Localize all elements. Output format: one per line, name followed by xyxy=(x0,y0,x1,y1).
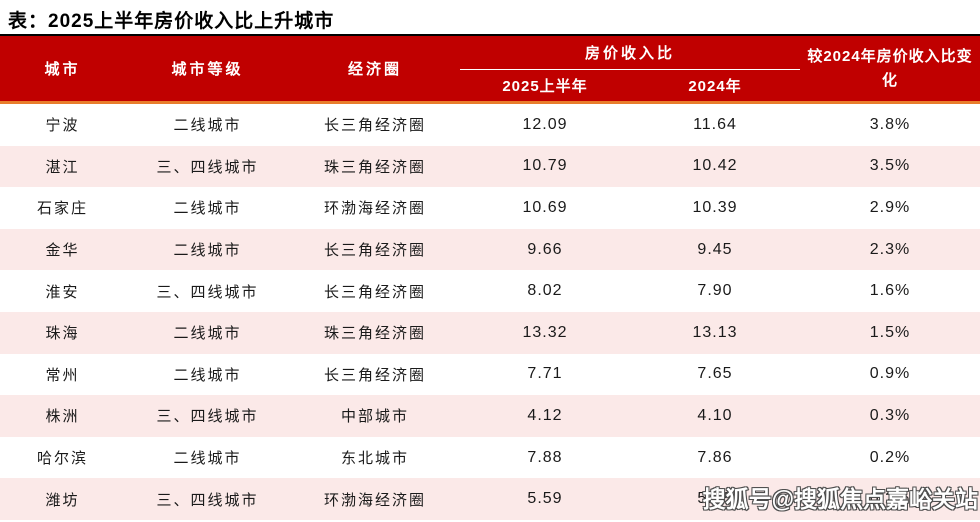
cell-ratio-2025: 10.79 xyxy=(522,157,568,175)
column-group-ratio: 房价收入比 2025上半年 2024年 xyxy=(460,36,800,101)
column-header-ratio-group: 房价收入比 xyxy=(460,36,800,70)
cell-circle: 珠三角经济圈 xyxy=(323,158,426,176)
cell-ratio-2024: 5.58 xyxy=(697,490,733,508)
cell-change: 1.5% xyxy=(869,323,911,341)
cell-tier: 二线城市 xyxy=(173,117,242,135)
table-body: 宁波 二线城市 长三角经济圈 12.09 11.64 3.8% 湛江 三、四线城市 珠三角经济圈… xyxy=(0,104,980,520)
cell-change: 0.2% xyxy=(869,490,911,508)
cell-ratio-2024: 7.65 xyxy=(697,365,733,383)
cell-ratio-2025: 13.32 xyxy=(522,323,568,341)
cell-ratio-2024: 13.13 xyxy=(692,323,738,341)
column-header-2024: 2024年 xyxy=(688,78,742,95)
cell-tier: 三、四线城市 xyxy=(156,283,259,301)
cell-circle: 长三角经济圈 xyxy=(323,117,426,135)
cell-ratio-2024: 10.42 xyxy=(692,157,738,175)
cell-city: 株洲 xyxy=(45,408,80,426)
cell-city: 金华 xyxy=(45,242,80,260)
cell-ratio-2025: 9.66 xyxy=(527,240,563,258)
cell-city: 淮安 xyxy=(45,283,80,301)
cell-change: 0.3% xyxy=(869,406,911,424)
cell-change: 3.8% xyxy=(869,115,911,133)
table-row: 石家庄 二线城市 环渤海经济圈 10.69 10.39 2.9% xyxy=(0,187,980,229)
column-header-city: 城市 xyxy=(44,61,81,78)
table-header: 城市 城市等级 经济圈 房价收入比 2025上半年 2024年 较2024年房价… xyxy=(0,36,980,104)
cell-ratio-2024: 4.10 xyxy=(697,406,733,424)
cell-ratio-2025: 10.69 xyxy=(522,198,568,216)
cell-circle: 东北城市 xyxy=(340,450,409,468)
table-row: 淮安 三、四线城市 长三角经济圈 8.02 7.90 1.6% xyxy=(0,270,980,312)
cell-circle: 长三角经济圈 xyxy=(323,242,426,260)
table-row: 湛江 三、四线城市 珠三角经济圈 10.79 10.42 3.5% xyxy=(0,145,980,188)
watermark: 搜狐号@搜狐焦点嘉峪关站 xyxy=(702,485,979,513)
cell-change: 2.3% xyxy=(869,240,911,258)
cell-circle: 长三角经济圈 xyxy=(323,283,426,301)
cell-ratio-2025: 12.09 xyxy=(522,115,568,133)
cell-change: 3.5% xyxy=(869,157,911,175)
cell-circle: 长三角经济圈 xyxy=(323,366,426,384)
column-header-change: 较2024年房价收入比变化 xyxy=(807,48,973,89)
column-header-2025h1: 2025上半年 xyxy=(502,78,588,95)
ratio-subheaders: 2025上半年 2024年 xyxy=(460,70,800,101)
cell-circle: 环渤海经济圈 xyxy=(323,200,426,218)
table-title: 表：2025上半年房价收入比上升城市 xyxy=(8,11,335,32)
cell-tier: 二线城市 xyxy=(173,325,242,343)
cell-ratio-2025: 7.71 xyxy=(527,365,563,383)
cell-tier: 二线城市 xyxy=(173,366,242,384)
cell-tier: 二线城市 xyxy=(173,200,242,218)
cell-city: 常州 xyxy=(45,366,80,384)
cell-tier: 三、四线城市 xyxy=(156,158,259,176)
cell-city: 宁波 xyxy=(45,117,80,135)
cell-change: 1.6% xyxy=(869,282,911,300)
table-row: 潍坊 三、四线城市 环渤海经济圈 5.59 5.58 0.2% xyxy=(0,478,980,520)
cell-city: 湛江 xyxy=(45,158,80,176)
cell-tier: 二线城市 xyxy=(173,242,242,260)
cell-ratio-2025: 7.88 xyxy=(527,448,563,466)
cell-circle: 中部城市 xyxy=(340,408,409,426)
cell-tier: 三、四线城市 xyxy=(156,408,259,426)
cell-ratio-2025: 5.59 xyxy=(527,490,563,508)
cell-change: 0.9% xyxy=(869,365,911,383)
cell-tier: 二线城市 xyxy=(173,450,242,468)
column-header-tier: 城市等级 xyxy=(171,61,244,78)
cell-tier: 三、四线城市 xyxy=(156,491,259,509)
cell-ratio-2024: 10.39 xyxy=(692,198,738,216)
cell-city: 石家庄 xyxy=(36,200,88,218)
cell-city: 潍坊 xyxy=(45,491,80,509)
cell-city: 哈尔滨 xyxy=(36,450,88,468)
cell-ratio-2024: 11.64 xyxy=(693,115,737,133)
cell-ratio-2024: 9.45 xyxy=(697,240,733,258)
column-header-circle: 经济圈 xyxy=(347,61,402,78)
table-row: 常州 二线城市 长三角经济圈 7.71 7.65 0.9% xyxy=(0,353,980,396)
cell-circle: 环渤海经济圈 xyxy=(323,491,426,509)
table-row: 哈尔滨 二线城市 东北城市 7.88 7.86 0.2% xyxy=(0,436,980,479)
table-row: 金华 二线城市 长三角经济圈 9.66 9.45 2.3% xyxy=(0,228,980,271)
cell-ratio-2024: 7.86 xyxy=(697,448,733,466)
cell-ratio-2024: 7.90 xyxy=(697,282,733,300)
cell-ratio-2025: 4.12 xyxy=(527,406,563,424)
cell-change: 0.2% xyxy=(869,448,911,466)
data-table: 城市 城市等级 经济圈 房价收入比 2025上半年 2024年 较2024年房价… xyxy=(0,34,980,520)
table-row: 株洲 三、四线城市 中部城市 4.12 4.10 0.3% xyxy=(0,395,980,437)
table-row: 宁波 二线城市 长三角经济圈 12.09 11.64 3.8% xyxy=(0,104,980,146)
table-row: 珠海 二线城市 珠三角经济圈 13.32 13.13 1.5% xyxy=(0,311,980,354)
cell-ratio-2025: 8.02 xyxy=(527,282,563,300)
cell-change: 2.9% xyxy=(869,198,911,216)
cell-city: 珠海 xyxy=(45,325,80,343)
cell-circle: 珠三角经济圈 xyxy=(323,325,426,343)
